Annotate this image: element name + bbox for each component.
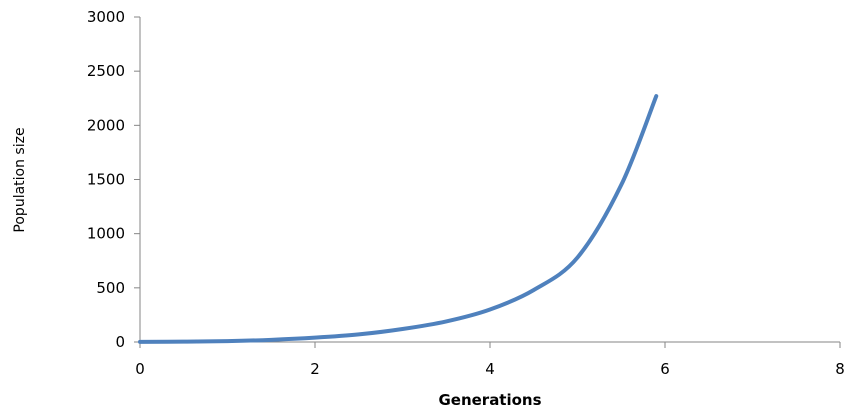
series-group [138,94,659,344]
y-tick-label: 2500 [87,62,125,80]
y-tick-label: 3000 [87,8,125,26]
y-tick-label: 1500 [87,171,125,189]
y-tick-label: 1000 [87,225,125,243]
y-tick-label: 0 [115,333,125,351]
y-tick-label: 2000 [87,116,125,134]
x-tick-label: 4 [485,360,495,378]
x-tick-label: 6 [660,360,670,378]
x-tick-label: 0 [135,360,145,378]
tick-labels: 0 500 1000 1500 2000 2500 3000 0 2 4 6 8 [87,8,845,378]
y-tick-label: 500 [96,279,125,297]
x-tick-label: 8 [835,360,845,378]
y-axis-title: Population size [12,127,28,232]
x-axis-title: Generations [438,391,541,409]
series-line [138,94,659,344]
x-tick-label: 2 [310,360,320,378]
axes [134,16,841,348]
